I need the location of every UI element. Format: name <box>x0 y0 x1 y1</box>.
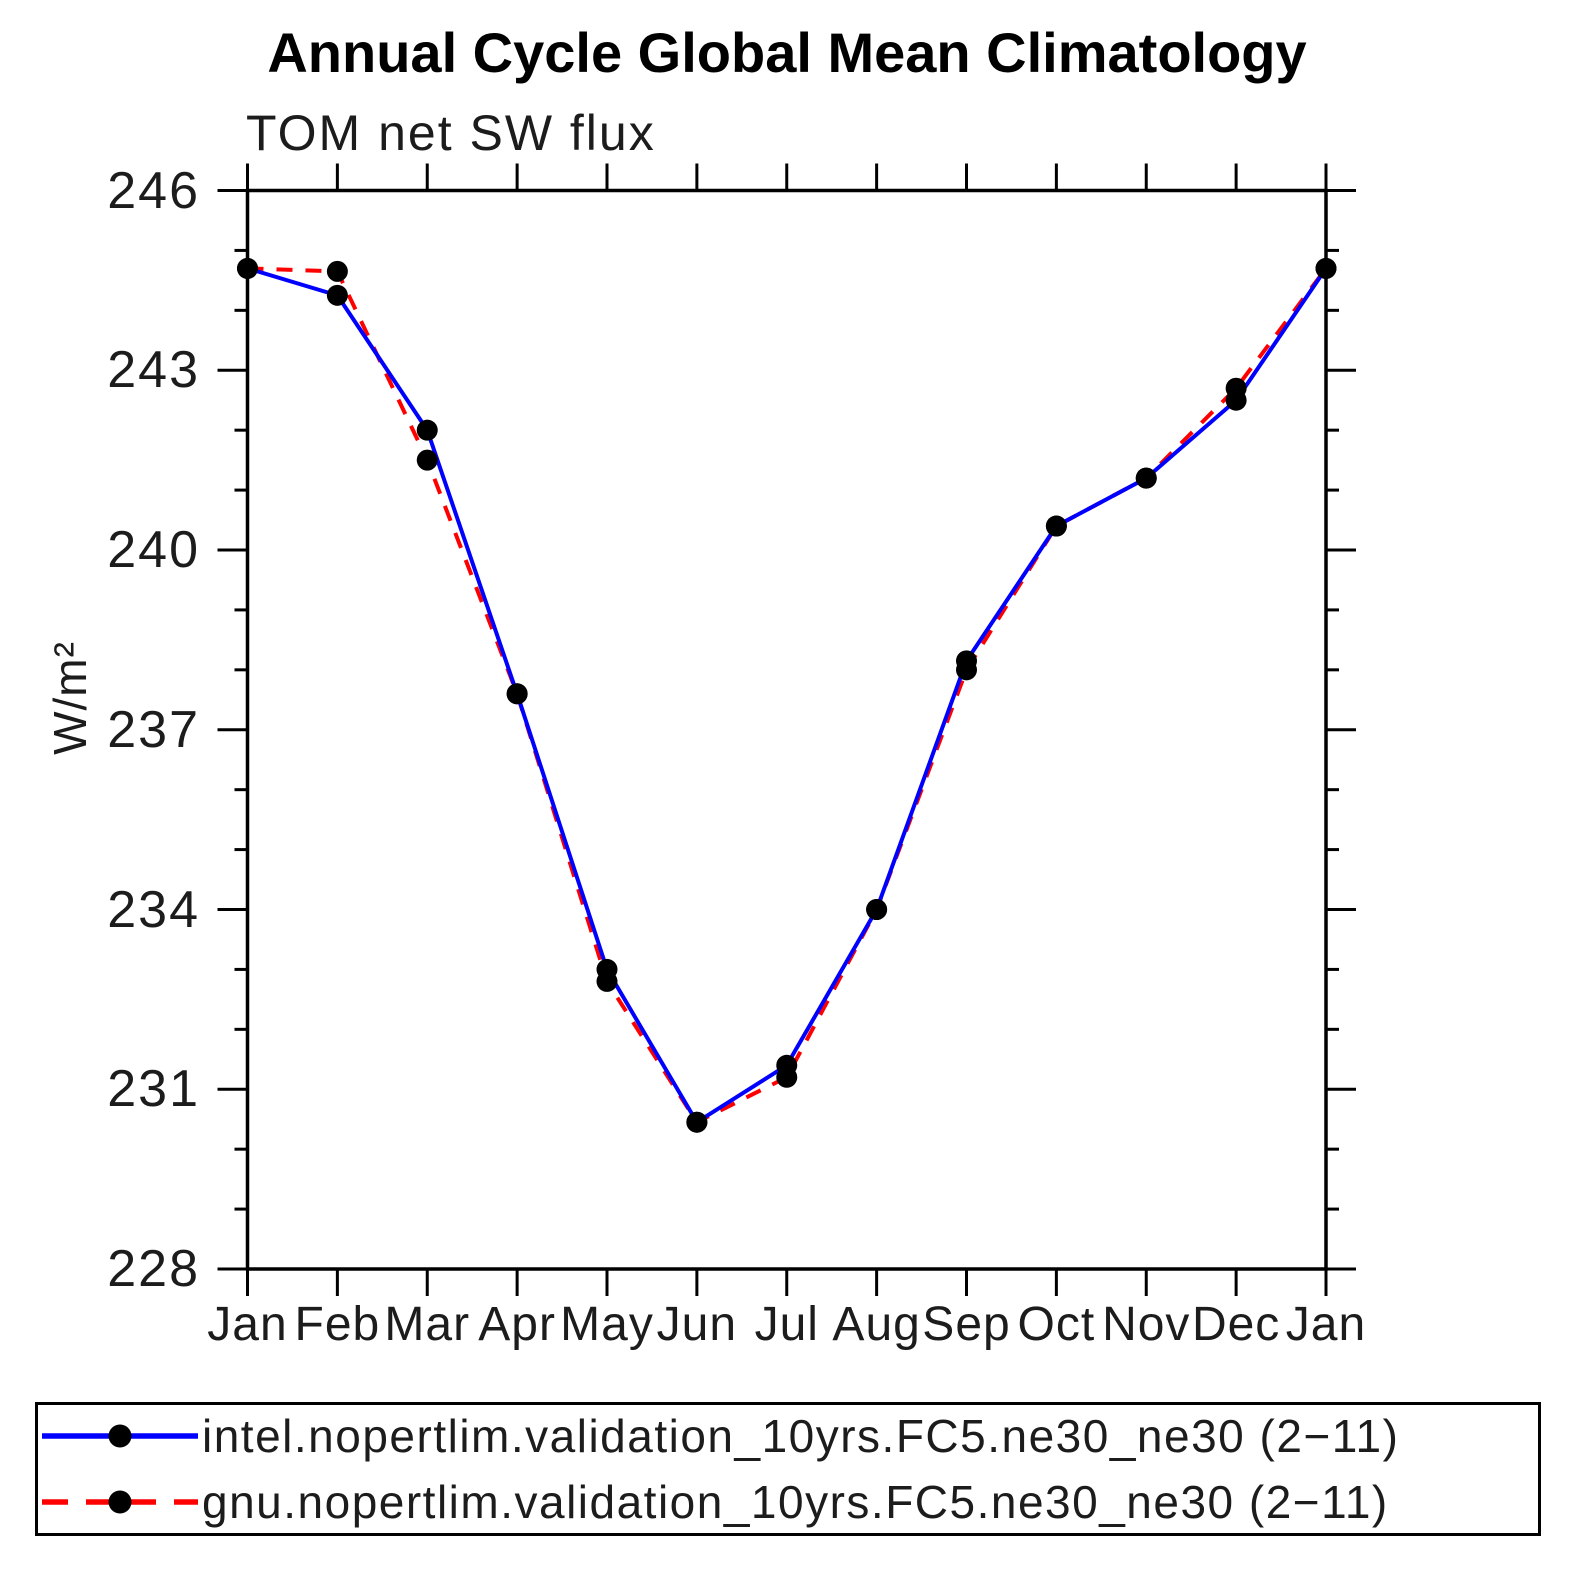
x-tick-label: Jan <box>207 1298 288 1351</box>
data-point <box>416 419 438 441</box>
data-point <box>326 284 348 306</box>
series-line-1 <box>247 266 1328 1125</box>
data-point <box>506 683 528 705</box>
chart-title: Annual Cycle Global Mean Climatology <box>267 21 1307 84</box>
series-line-0 <box>246 266 1328 1125</box>
data-point <box>686 1111 708 1133</box>
x-tick-label: Sep <box>922 1298 1011 1351</box>
x-axis-tick-labels: Jan Feb Mar Apr May Jun Jul Aug Sep Oct Nov Dec Jan <box>0 1294 1574 1356</box>
data-point <box>596 970 618 992</box>
legend-label-intel: intel.nopertlim.validation_10yrs.FC5.ne3… <box>202 1410 1400 1462</box>
y-axis-tick-labels: 228 231 234 237 240 243 246 <box>40 0 200 1574</box>
x-tick-label: Aug <box>832 1298 921 1351</box>
data-point <box>1315 257 1337 279</box>
legend-item-intel: intel.nopertlim.validation_10yrs.FC5.ne3… <box>38 1403 1538 1469</box>
y-tick-label: 240 <box>107 521 200 579</box>
chart-subtitle: TOM net SW flux <box>246 105 656 161</box>
y-tick-label: 228 <box>107 1240 200 1298</box>
data-point <box>956 659 977 681</box>
data-point <box>1135 467 1157 489</box>
y-tick-label: 234 <box>107 880 200 939</box>
plot-frame <box>245 188 1328 1271</box>
data-point <box>1225 377 1247 399</box>
y-tick-label: 243 <box>107 341 200 400</box>
x-tick-label: Jul <box>754 1298 819 1351</box>
x-tick-label: Dec <box>1191 1298 1281 1351</box>
legend-line-sample-gnu <box>42 1490 198 1514</box>
x-tick-label: Jan <box>1285 1298 1367 1351</box>
x-tick-label: Jun <box>656 1298 738 1351</box>
y-tick-label: 246 <box>107 161 200 220</box>
data-point <box>776 1066 798 1088</box>
y-tick-label: 231 <box>107 1060 200 1119</box>
x-tick-label: May <box>560 1298 654 1351</box>
legend-item-gnu: gnu.nopertlim.validation_10yrs.FC5.ne30_… <box>38 1469 1538 1535</box>
x-tick-label: Oct <box>1017 1298 1096 1351</box>
data-point <box>326 260 348 282</box>
legend-line-sample-intel <box>42 1424 198 1448</box>
legend-label-gnu: gnu.nopertlim.validation_10yrs.FC5.ne30_… <box>202 1476 1389 1528</box>
legend-marker-dot <box>108 1424 132 1448</box>
x-tick-label: Mar <box>384 1298 471 1351</box>
x-tick-label: Apr <box>478 1298 556 1351</box>
data-point <box>416 449 438 471</box>
data-point <box>237 257 258 279</box>
x-tick-label: Feb <box>294 1298 381 1351</box>
data-point <box>1045 515 1067 537</box>
data-point <box>866 899 888 920</box>
y-tick-label: 237 <box>107 700 200 759</box>
x-tick-label: Nov <box>1102 1298 1191 1351</box>
legend: intel.nopertlim.validation_10yrs.FC5.ne3… <box>35 1402 1541 1536</box>
legend-marker-dot <box>108 1490 132 1514</box>
